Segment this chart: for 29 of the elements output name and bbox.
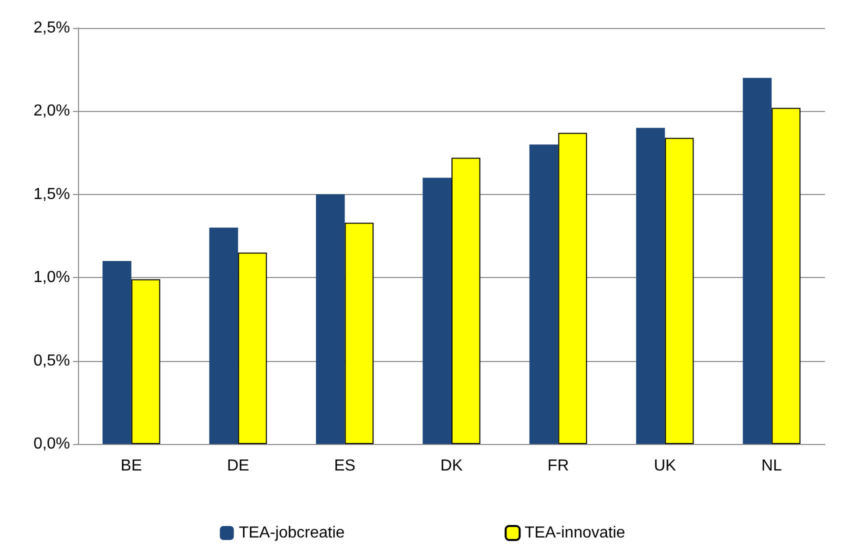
x-tick-label: DK xyxy=(440,458,463,474)
legend-label: TEA-innovatie xyxy=(524,524,626,542)
bar xyxy=(742,78,772,444)
bar xyxy=(344,222,374,444)
bar xyxy=(636,128,665,444)
bar xyxy=(558,132,588,444)
bar xyxy=(529,144,558,444)
bar xyxy=(102,260,132,444)
x-tick-label: NL xyxy=(761,458,782,474)
x-tick-label: UK xyxy=(654,458,676,474)
legend-label: TEA-jobcreatie xyxy=(238,524,345,542)
x-tick-label: ES xyxy=(334,458,356,474)
y-tick-label: 0,5% xyxy=(34,352,70,370)
x-tick-label: FR xyxy=(548,458,569,474)
bar xyxy=(209,228,238,444)
bar xyxy=(664,138,694,444)
y-tick-label: 2,0% xyxy=(34,102,70,120)
bar xyxy=(772,108,800,444)
x-tick-label: BE xyxy=(120,458,142,474)
bar xyxy=(131,279,160,444)
y-tick-label: 1,5% xyxy=(34,186,70,203)
bar xyxy=(452,158,480,444)
bar xyxy=(422,178,452,444)
y-tick-label: 0,0% xyxy=(34,436,70,452)
bar xyxy=(238,252,267,444)
x-tick-label: DE xyxy=(226,458,250,474)
bar xyxy=(316,194,345,444)
y-tick-label: 1,0% xyxy=(34,269,70,286)
y-tick-label: 2,5% xyxy=(34,20,70,36)
